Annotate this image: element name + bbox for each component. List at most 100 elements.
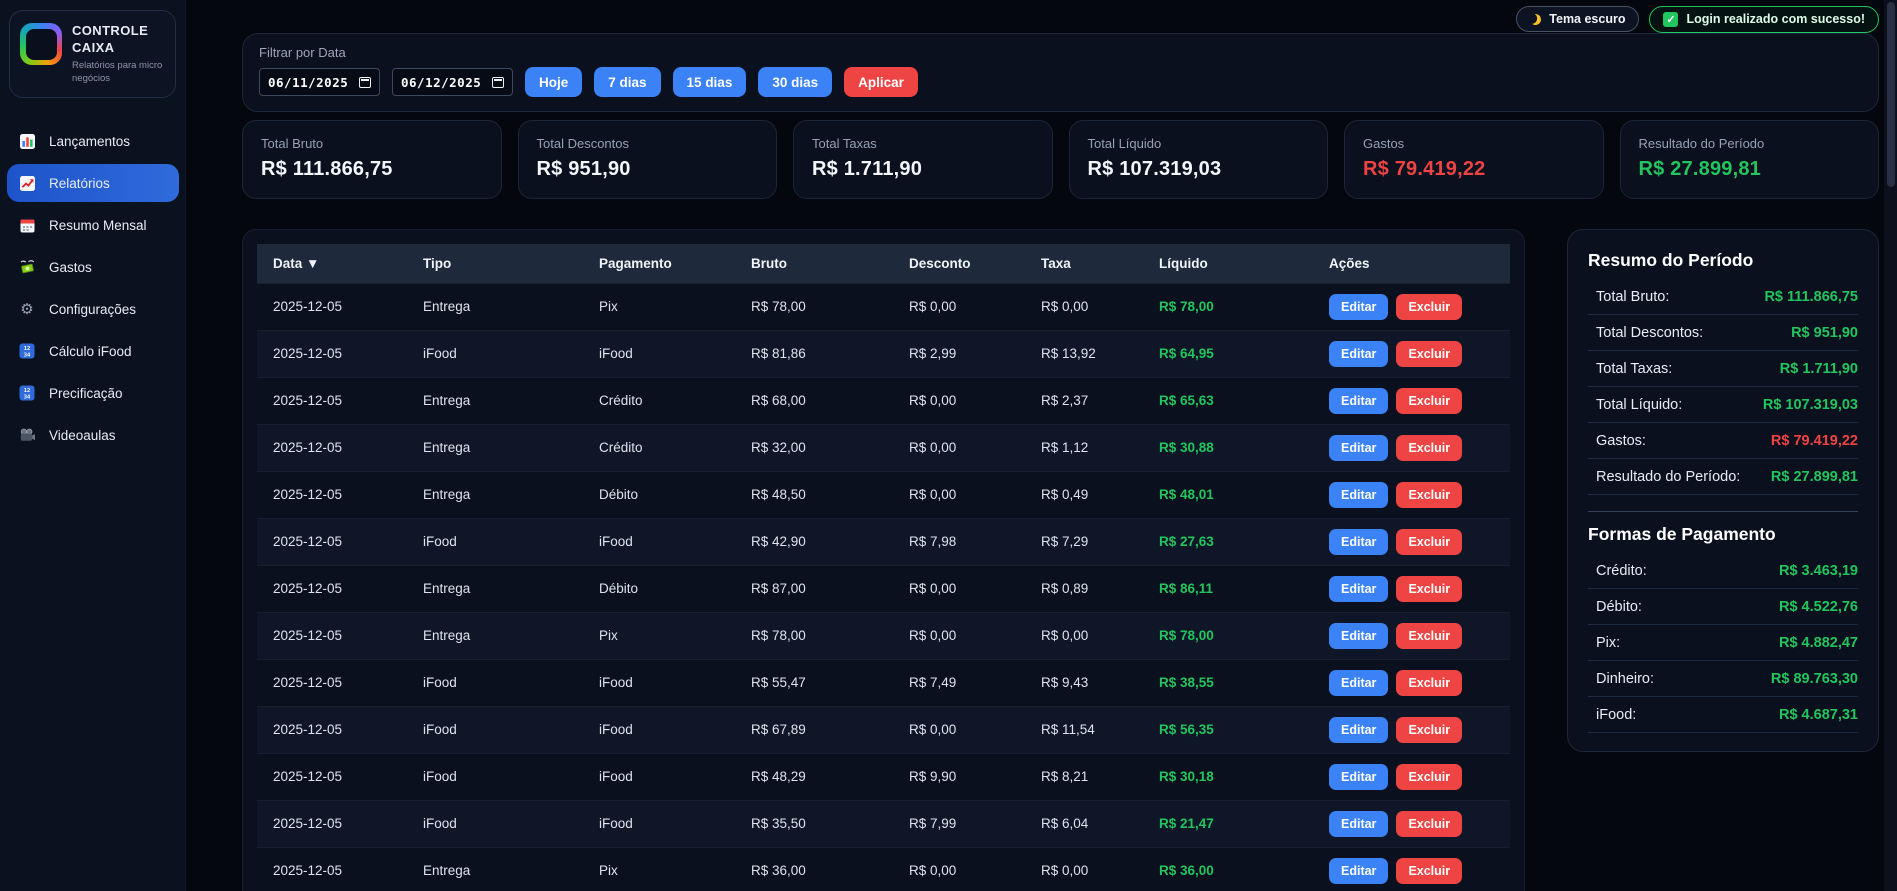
cell-date: 2025-12-05 — [257, 846, 407, 891]
edit-button[interactable]: Editar — [1329, 528, 1389, 555]
summary-card-label: Total Descontos — [536, 136, 630, 151]
panel-row-label: Total Líquido: — [1596, 396, 1683, 413]
delete-button[interactable]: Excluir — [1396, 387, 1463, 414]
delete-button[interactable]: Excluir — [1396, 528, 1463, 555]
summary-row-total-descontos: Total Descontos: R$ 951,90 — [1588, 315, 1858, 351]
sidebar-item-precificacao[interactable]: 12 34 Precificação — [0, 374, 185, 412]
summary-card-value: R$ 951,90 — [536, 158, 631, 180]
column-header-data[interactable]: Data ▼ — [257, 244, 407, 283]
delete-button[interactable]: Excluir — [1396, 622, 1463, 649]
calendar-picker-icon[interactable] — [359, 76, 371, 88]
sidebar-item-lancamentos[interactable]: Lançamentos — [0, 122, 185, 160]
scrollbar-thumb[interactable] — [1886, 2, 1895, 187]
edit-button[interactable]: Editar — [1329, 669, 1389, 696]
table-row: 2025-12-05 iFood iFood R$ 42,90 R$ 7,98 R$ 7,… — [257, 517, 1510, 565]
cell-gross: R$ 87,00 — [735, 564, 893, 612]
delete-button[interactable]: Excluir — [1396, 434, 1463, 461]
window-scrollbar[interactable] — [1884, 0, 1897, 891]
sidebar-item-gastos[interactable]: Gastos — [0, 248, 185, 286]
column-header-taxa: Taxa — [1025, 244, 1143, 283]
date-to-input[interactable]: 06/12/2025 — [392, 68, 513, 96]
cell-fee: R$ 2,37 — [1025, 376, 1143, 424]
panel-row-value: R$ 4.522,76 — [1778, 598, 1858, 615]
sidebar-item-resumo-mensal[interactable]: Resumo Mensal — [0, 206, 185, 244]
column-header-pagamento: Pagamento — [583, 244, 735, 283]
edit-button[interactable]: Editar — [1329, 763, 1389, 790]
edit-button[interactable]: Editar — [1329, 293, 1389, 320]
sidebar-item-relatorios[interactable]: Relatórios — [7, 164, 179, 203]
panel-row-value: R$ 27.899,81 — [1770, 468, 1858, 485]
sidebar-item-videoaulas[interactable]: Videoaulas — [0, 416, 185, 454]
cell-type: Entrega — [407, 611, 583, 659]
table-row: 2025-12-05 iFood iFood R$ 81,86 R$ 2,99 R$ 13… — [257, 329, 1510, 377]
edit-button[interactable]: Editar — [1329, 575, 1389, 602]
summary-card-label: Gastos — [1363, 136, 1405, 151]
delete-button[interactable]: Excluir — [1396, 340, 1463, 367]
edit-button[interactable]: Editar — [1329, 387, 1389, 414]
filter-controls: 06/11/2025 06/12/2025 Hoje 7 dias 15 dias 3… — [259, 67, 1862, 97]
delete-button[interactable]: Excluir — [1396, 716, 1463, 743]
login-success-label: Login realizado com sucesso! — [1686, 12, 1865, 26]
delete-button[interactable]: Excluir — [1396, 575, 1463, 602]
panel-row-label: Crédito: — [1596, 562, 1647, 579]
delete-button[interactable]: Excluir — [1396, 669, 1463, 696]
panel-row-label: Dinheiro: — [1596, 670, 1655, 687]
sidebar-item-configuracoes[interactable]: ⚙ Configurações — [0, 290, 185, 328]
filter-label: Filtrar por Data — [259, 45, 346, 60]
panel-row-value: R$ 79.419,22 — [1770, 432, 1858, 449]
delete-button[interactable]: Excluir — [1396, 481, 1463, 508]
theme-toggle-button[interactable]: Tema escuro — [1516, 6, 1640, 32]
cell-fee: R$ 9,43 — [1025, 658, 1143, 706]
apply-filter-button[interactable]: Aplicar — [844, 67, 918, 97]
calendar-picker-icon[interactable] — [492, 76, 504, 88]
quick-range-button-7-dias[interactable]: 7 dias — [594, 67, 661, 97]
cell-type: Entrega — [407, 564, 583, 612]
table-row: 2025-12-05 Entrega Pix R$ 78,00 R$ 0,00 R$ 0,… — [257, 282, 1510, 330]
edit-button[interactable]: Editar — [1329, 340, 1389, 367]
edit-button[interactable]: Editar — [1329, 857, 1389, 884]
cell-date: 2025-12-05 — [257, 329, 407, 377]
delete-button[interactable]: Excluir — [1396, 810, 1463, 837]
cell-type: Entrega — [407, 846, 583, 891]
cell-type: iFood — [407, 517, 583, 565]
cell-actions: Editar Excluir — [1313, 705, 1510, 753]
table-row: 2025-12-05 Entrega Pix R$ 78,00 R$ 0,00 R$ 0,… — [257, 611, 1510, 659]
edit-button[interactable]: Editar — [1329, 622, 1389, 649]
cell-payment: Pix — [583, 611, 735, 659]
cell-actions: Editar Excluir — [1313, 799, 1510, 847]
cell-net: R$ 86,11 — [1143, 564, 1313, 612]
panel-row-label: Débito: — [1596, 598, 1642, 615]
edit-button[interactable]: Editar — [1329, 481, 1389, 508]
cell-actions: Editar Excluir — [1313, 470, 1510, 518]
cell-fee: R$ 0,00 — [1025, 282, 1143, 330]
cell-date: 2025-12-05 — [257, 658, 407, 706]
summary-row-total-bruto: Total Bruto: R$ 111.866,75 — [1588, 279, 1858, 315]
edit-button[interactable]: Editar — [1329, 434, 1389, 461]
quick-range-button-15-dias[interactable]: 15 dias — [672, 67, 747, 97]
delete-button[interactable]: Excluir — [1396, 857, 1463, 884]
summary-card-label: Total Taxas — [812, 136, 877, 151]
edit-button[interactable]: Editar — [1329, 716, 1389, 743]
cell-date: 2025-12-05 — [257, 752, 407, 800]
cell-date: 2025-12-05 — [257, 470, 407, 518]
cell-gross: R$ 35,50 — [735, 799, 893, 847]
date-from-input[interactable]: 06/11/2025 — [259, 68, 380, 96]
quick-range-button-30-dias[interactable]: 30 dias — [758, 67, 833, 97]
delete-button[interactable]: Excluir — [1396, 293, 1463, 320]
cell-net: R$ 78,00 — [1143, 611, 1313, 659]
delete-button[interactable]: Excluir — [1396, 763, 1463, 790]
summary-card-resultado-do-periodo: Resultado do Período R$ 27.899,81 — [1619, 120, 1879, 199]
gear-icon: ⚙ — [20, 300, 34, 318]
table-row: 2025-12-05 Entrega Débito R$ 87,00 R$ 0,00 R$… — [257, 564, 1510, 612]
theme-toggle-label: Tema escuro — [1549, 12, 1626, 26]
sidebar-item-calculo-ifood[interactable]: 12 34 Cálculo iFood — [0, 332, 185, 370]
cell-gross: R$ 55,47 — [735, 658, 893, 706]
table-row: 2025-12-05 iFood iFood R$ 35,50 R$ 7,99 R$ 6,… — [257, 799, 1510, 847]
cell-date: 2025-12-05 — [257, 564, 407, 612]
cell-net: R$ 36,00 — [1143, 846, 1313, 891]
payment-row-dinheiro: Dinheiro: R$ 89.763,30 — [1588, 661, 1858, 697]
edit-button[interactable]: Editar — [1329, 810, 1389, 837]
cell-fee: R$ 11,54 — [1025, 705, 1143, 753]
quick-range-button-hoje[interactable]: Hoje — [525, 67, 583, 97]
sidebar-item-label: Lançamentos — [49, 133, 131, 149]
